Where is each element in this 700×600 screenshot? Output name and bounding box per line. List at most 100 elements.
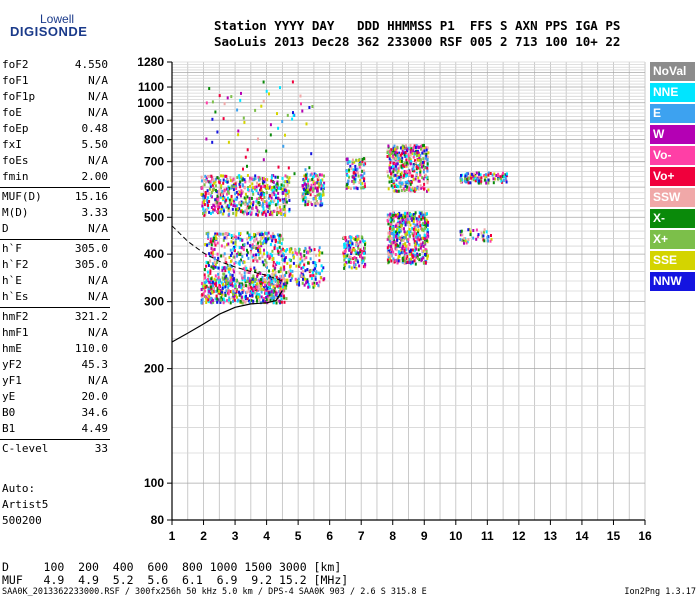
echo-point bbox=[284, 188, 286, 192]
echo-point bbox=[231, 179, 234, 183]
echo-point bbox=[350, 266, 353, 270]
echo-point bbox=[200, 281, 203, 285]
echo-point bbox=[280, 242, 283, 246]
echo-point bbox=[398, 254, 401, 258]
echo-point bbox=[394, 162, 397, 166]
echo-point bbox=[413, 144, 416, 148]
echo-point bbox=[392, 211, 395, 215]
echo-point bbox=[229, 254, 232, 257]
echo-point bbox=[249, 210, 252, 214]
echo-point bbox=[248, 277, 251, 281]
echo-point bbox=[220, 293, 223, 297]
echo-point bbox=[464, 239, 467, 243]
echo-point bbox=[315, 270, 318, 274]
echo-point bbox=[426, 164, 429, 168]
echo-point bbox=[410, 147, 413, 151]
echo-point bbox=[307, 182, 310, 186]
header-labels: Station YYYY DAY DDD HHMMSS P1 FFS S AXN… bbox=[214, 18, 621, 33]
echo-point bbox=[217, 256, 220, 260]
echo-point bbox=[300, 255, 303, 259]
echo-point bbox=[216, 286, 219, 290]
echo-point bbox=[218, 180, 221, 184]
echo-point bbox=[241, 291, 244, 294]
echo-point bbox=[426, 162, 429, 166]
echo-point bbox=[309, 193, 312, 197]
echo-point bbox=[388, 176, 391, 180]
y-tick-label: 300 bbox=[144, 295, 164, 309]
echo-point bbox=[274, 175, 277, 179]
echo-point bbox=[283, 258, 286, 262]
echo-point bbox=[485, 230, 488, 234]
echo-point bbox=[282, 199, 285, 203]
echo-point bbox=[213, 204, 216, 208]
echo-point bbox=[243, 295, 246, 299]
x-tick-label: 13 bbox=[544, 529, 558, 543]
echo-point bbox=[255, 285, 258, 289]
echo-point bbox=[406, 231, 409, 235]
echo-point bbox=[238, 246, 241, 250]
echo-point bbox=[266, 294, 269, 298]
echo-point bbox=[216, 198, 219, 202]
echo-point bbox=[213, 239, 216, 243]
echo-point bbox=[410, 188, 413, 192]
echo-point bbox=[256, 201, 259, 205]
echo-point bbox=[409, 182, 412, 186]
echo-point bbox=[390, 232, 393, 235]
echo-point bbox=[205, 260, 208, 264]
echo-point bbox=[248, 299, 250, 303]
echo-point bbox=[230, 240, 233, 244]
echo-point bbox=[315, 281, 318, 285]
echo-point bbox=[406, 240, 409, 243]
echo-point bbox=[254, 256, 257, 260]
echo-point bbox=[281, 188, 284, 192]
echo-point bbox=[254, 108, 257, 112]
echo-point bbox=[400, 165, 403, 169]
echo-point bbox=[345, 169, 348, 173]
echo-point bbox=[248, 200, 251, 204]
echo-point bbox=[283, 296, 286, 300]
echo-point bbox=[209, 287, 212, 291]
echo-point bbox=[393, 185, 396, 189]
echo-point bbox=[204, 285, 207, 289]
echo-point bbox=[261, 276, 264, 279]
echo-point bbox=[234, 192, 237, 196]
echo-point bbox=[232, 247, 235, 251]
echo-point bbox=[491, 173, 494, 177]
echo-point bbox=[265, 191, 268, 195]
echo-point bbox=[276, 233, 279, 237]
echo-point bbox=[236, 207, 239, 211]
echo-point bbox=[310, 172, 313, 176]
echo-point bbox=[202, 293, 205, 297]
echo-point bbox=[208, 210, 211, 214]
echo-point bbox=[208, 200, 211, 203]
echo-point bbox=[387, 260, 390, 264]
echo-point bbox=[402, 218, 405, 222]
echo-point bbox=[401, 144, 404, 148]
echo-point bbox=[357, 244, 359, 248]
y-tick-label: 200 bbox=[144, 362, 164, 376]
echo-point bbox=[240, 295, 243, 299]
echo-point bbox=[211, 177, 213, 181]
echo-point bbox=[228, 232, 231, 236]
echo-point bbox=[348, 244, 350, 248]
echo-point bbox=[417, 230, 420, 234]
echo-point bbox=[227, 270, 230, 274]
echo-point bbox=[284, 273, 287, 277]
echo-point bbox=[404, 233, 407, 237]
echo-point bbox=[314, 195, 317, 198]
echo-point bbox=[264, 288, 267, 292]
echo-point bbox=[412, 146, 415, 150]
echo-point bbox=[215, 279, 218, 282]
echo-point bbox=[459, 176, 462, 180]
echo-point bbox=[408, 188, 411, 192]
echo-point bbox=[216, 241, 219, 245]
echo-point bbox=[285, 297, 288, 301]
echo-point bbox=[245, 206, 248, 210]
echo-point bbox=[413, 259, 416, 263]
echo-point bbox=[357, 235, 360, 239]
echo-point bbox=[413, 225, 416, 229]
echo-point bbox=[413, 189, 416, 193]
echo-point bbox=[310, 201, 312, 205]
echo-point bbox=[479, 173, 482, 177]
